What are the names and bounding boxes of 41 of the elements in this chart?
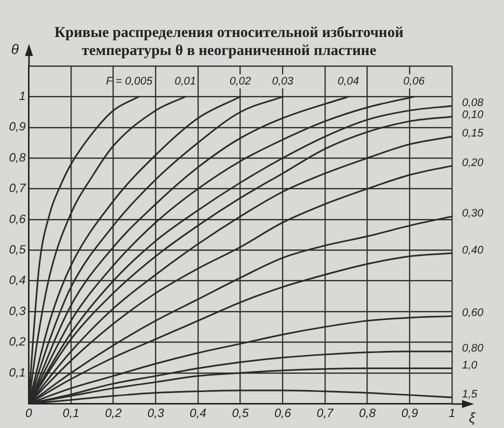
- series-label: 0,10: [462, 108, 484, 121]
- series-label: 0,01: [174, 75, 196, 88]
- x-tick-label: 1: [448, 406, 456, 420]
- x-tick-label: 0,6: [274, 406, 292, 420]
- y-tick-label: 0,1: [8, 365, 26, 380]
- x-tick-label: 0,2: [105, 406, 122, 420]
- series-label: 0,80: [462, 342, 484, 354]
- x-tick-label: 0,1: [62, 406, 80, 420]
- y-tick-label: 0,2: [8, 334, 26, 349]
- y-tick-label: 0,8: [8, 150, 26, 164]
- chart-title: Кривые распределения относительной избыточной температуры θ в неограниченной пластине: [54, 24, 404, 59]
- series-label: 0,08: [462, 96, 484, 109]
- series-label: 1,0: [462, 359, 478, 372]
- series-label: 0,15: [462, 128, 484, 140]
- y-tick-label: 0,7: [8, 181, 27, 196]
- x-tick-label: 0,4: [190, 406, 207, 420]
- annotation: F =: [106, 75, 123, 88]
- y-tick-label: 1: [18, 89, 26, 104]
- y-axis-title: θ: [11, 40, 20, 57]
- x-tick-label: 0,5: [232, 406, 250, 420]
- x-tick-label: 0,9: [401, 406, 418, 420]
- series-label: 0,30: [462, 207, 484, 220]
- series-label: 0,02: [230, 75, 252, 88]
- y-tick-label: 0,4: [8, 273, 26, 288]
- series-label: 0,03: [272, 75, 294, 88]
- series-label: 1,5: [462, 388, 478, 401]
- series-label: 0,005: [124, 75, 154, 88]
- y-tick-label: 0,9: [8, 120, 26, 134]
- series-label: 0,20: [462, 156, 484, 169]
- y-tick-label: 0,6: [8, 212, 26, 226]
- x-tick-label: 0: [25, 406, 32, 420]
- x-axis-title: ξ: [468, 409, 476, 426]
- x-tick-label: 0,3: [147, 406, 164, 420]
- x-tick-label: 0,7: [316, 406, 335, 420]
- series-label: 0,04: [338, 75, 359, 88]
- series-label: 0,60: [462, 307, 484, 320]
- y-tick-label: 0,3: [8, 304, 26, 318]
- series-label: 0,40: [462, 244, 484, 256]
- y-tick-label: 0,5: [8, 242, 26, 256]
- x-tick-label: 0,8: [358, 406, 376, 420]
- series-label: 0,06: [403, 75, 426, 88]
